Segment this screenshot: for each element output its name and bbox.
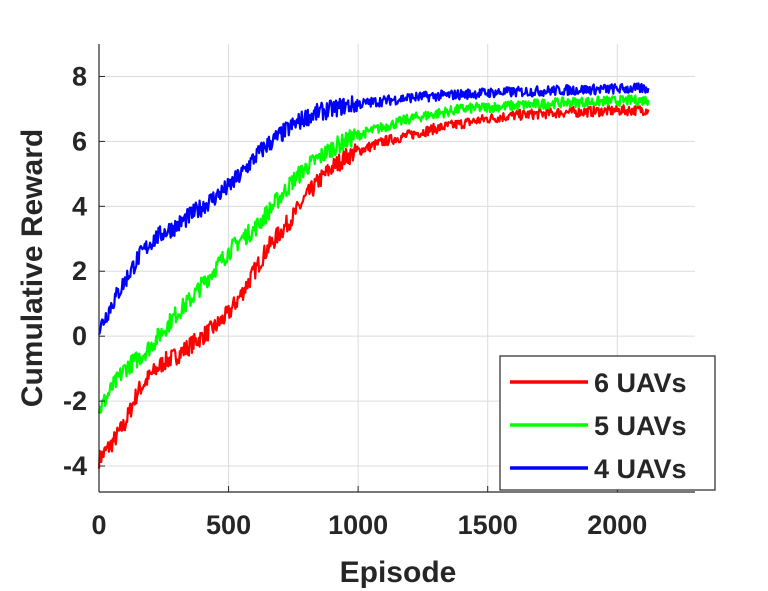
x-tick-label: 1500 (458, 510, 518, 540)
x-tick-label: 0 (91, 510, 106, 540)
y-tick-label: 0 (72, 321, 87, 351)
y-tick-label: 2 (72, 256, 87, 286)
series-line-2 (97, 94, 650, 414)
grid (98, 44, 695, 492)
y-tick-label: -2 (63, 386, 87, 416)
y-axis-label: Cumulative Reward (16, 129, 49, 407)
y-tick-label: 4 (72, 191, 87, 221)
x-tick-label: 2000 (587, 510, 647, 540)
x-tick-label: 1000 (328, 510, 388, 540)
y-tick-label: 8 (72, 61, 87, 91)
legend-label-3: 4 UAVs (594, 454, 687, 484)
legend-label-2: 5 UAVs (594, 411, 687, 441)
legend: 6 UAVs 5 UAVs 4 UAVs (499, 355, 716, 491)
y-tick-label: -4 (63, 451, 87, 481)
legend-label-1: 6 UAVs (594, 368, 687, 398)
y-tick-label: 6 (72, 126, 87, 156)
ticks: 0 500 1000 1500 2000 -4 -2 0 2 4 6 8 (63, 61, 647, 540)
series-line-3 (97, 82, 650, 335)
x-axis-label: Episode (340, 556, 457, 589)
series-line-1 (97, 104, 650, 469)
x-tick-label: 500 (206, 510, 251, 540)
axes (98, 44, 695, 493)
series-layer (97, 82, 650, 469)
legend-box (499, 355, 716, 491)
